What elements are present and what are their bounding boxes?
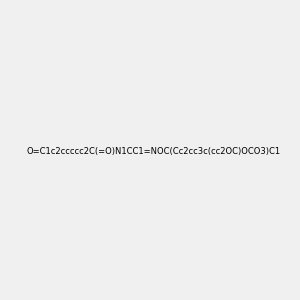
- Text: O=C1c2ccccc2C(=O)N1CC1=NOC(Cc2cc3c(cc2OC)OCO3)C1: O=C1c2ccccc2C(=O)N1CC1=NOC(Cc2cc3c(cc2OC…: [27, 147, 281, 156]
